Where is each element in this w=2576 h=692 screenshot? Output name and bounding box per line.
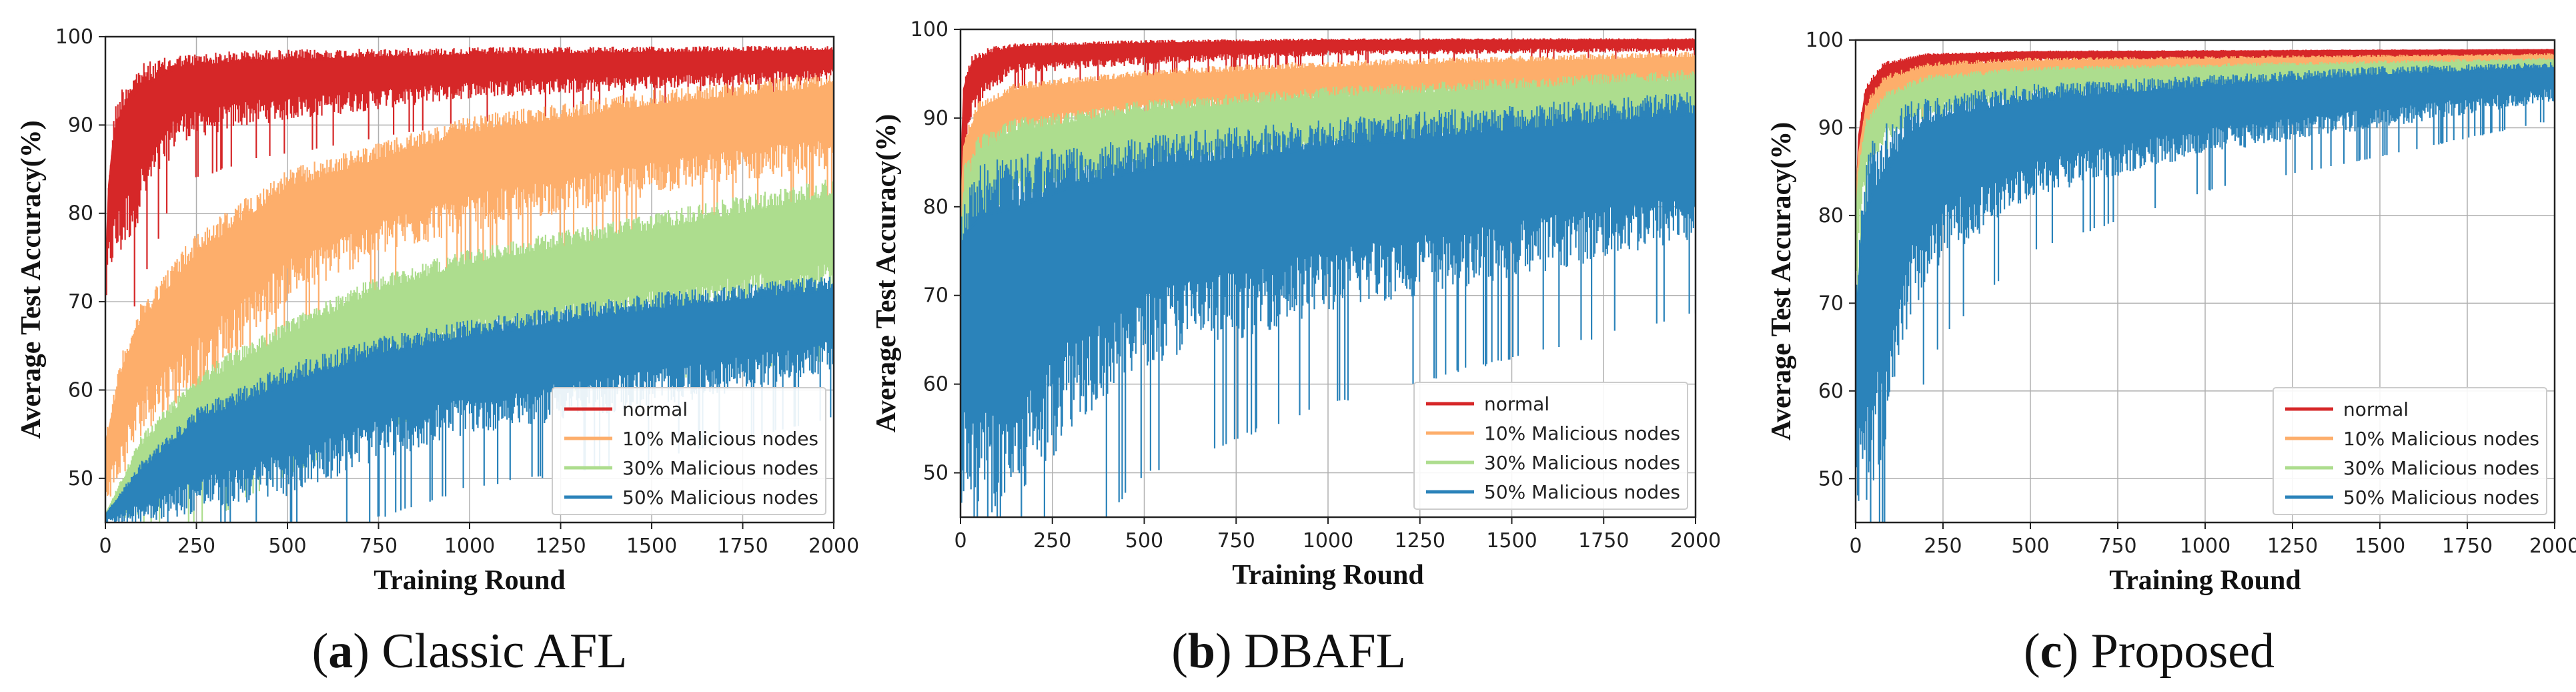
series-line bbox=[960, 79, 1696, 250]
y-tick-label: 50 bbox=[68, 467, 93, 490]
panel-caption: (a) Classic AFL bbox=[312, 624, 628, 679]
legend: normal 10% Malicious nodes 30% Malicious n… bbox=[1413, 382, 1688, 510]
y-axis-label: Average Test Accuracy(%) bbox=[871, 114, 902, 432]
plot-area bbox=[1856, 49, 2555, 523]
legend: normal 10% Malicious nodes 30% Malicious n… bbox=[552, 387, 826, 515]
series-band-normal bbox=[105, 45, 834, 307]
x-tick-label: 1750 bbox=[717, 535, 768, 558]
x-tick-label: 0 bbox=[1849, 535, 1862, 558]
x-tick-label: 1250 bbox=[2267, 535, 2318, 558]
legend: normal 10% Malicious nodes 30% Malicious n… bbox=[2273, 387, 2547, 515]
x-axis-label: Training Round bbox=[1232, 560, 1424, 591]
x-tick-label: 1250 bbox=[1395, 529, 1445, 553]
series-line bbox=[105, 288, 834, 516]
series-line bbox=[105, 49, 834, 284]
legend-entry: 50% Malicious nodes bbox=[622, 486, 818, 508]
x-tick-label: 1500 bbox=[2355, 535, 2405, 558]
x-axis-label: Training Round bbox=[374, 565, 566, 596]
x-tick-label: 0 bbox=[99, 535, 111, 558]
series-line bbox=[1856, 67, 2555, 336]
x-tick-label: 750 bbox=[360, 535, 398, 558]
legend-entry: 10% Malicious nodes bbox=[1484, 422, 1680, 444]
series-line bbox=[960, 113, 1696, 254]
series-band-10pct-malicious bbox=[105, 75, 834, 497]
plot-area bbox=[960, 38, 1696, 517]
y-tick-label: 90 bbox=[1818, 116, 1844, 139]
y-tick-label: 90 bbox=[68, 113, 93, 137]
legend-entry: 30% Malicious nodes bbox=[2343, 457, 2539, 479]
x-tick-label: 1750 bbox=[2442, 535, 2493, 558]
panel-caption: (c) Proposed bbox=[2024, 624, 2275, 679]
plot-area bbox=[105, 45, 834, 523]
x-tick-label: 250 bbox=[177, 535, 215, 558]
series-band-50pct-malicious bbox=[1856, 62, 2555, 523]
x-tick-label: 750 bbox=[2098, 535, 2136, 558]
legend-box bbox=[1413, 382, 1688, 510]
y-tick-label: 70 bbox=[1818, 292, 1844, 315]
y-tick-label: 70 bbox=[68, 290, 93, 314]
x-tick-label: 1000 bbox=[444, 535, 495, 558]
series-band-normal bbox=[960, 38, 1696, 309]
y-tick-label: 70 bbox=[923, 284, 948, 308]
x-tick-label: 1500 bbox=[1486, 529, 1537, 553]
series-line bbox=[960, 39, 1696, 187]
series-line bbox=[1856, 49, 2555, 222]
x-tick-label: 250 bbox=[1033, 529, 1071, 553]
legend-entry: 30% Malicious nodes bbox=[622, 457, 818, 479]
chart-panel-a: 0 250 500 750 1000 1250 1500 1750 2000 50 60 70 80 90… bbox=[16, 25, 859, 679]
legend-entry: 10% Malicious nodes bbox=[2343, 428, 2539, 450]
y-tick-label: 80 bbox=[1818, 204, 1844, 228]
series-line bbox=[105, 196, 834, 516]
legend-entry: normal bbox=[2343, 398, 2409, 420]
x-tick-label: 1000 bbox=[2180, 535, 2230, 558]
panel-caption: (b) DBAFL bbox=[1171, 624, 1406, 679]
series-band-50pct-malicious bbox=[960, 92, 1696, 517]
y-tick-label: 100 bbox=[910, 18, 948, 41]
series-line bbox=[1856, 59, 2555, 229]
legend-entry: 50% Malicious nodes bbox=[1484, 481, 1680, 503]
x-tick-label: 250 bbox=[1924, 535, 1962, 558]
series-line bbox=[105, 85, 834, 445]
legend-entry: 30% Malicious nodes bbox=[1484, 452, 1680, 474]
series-line bbox=[1856, 55, 2555, 208]
y-tick-label: 50 bbox=[1818, 467, 1844, 490]
series-band-normal bbox=[1856, 49, 2555, 258]
legend-entry: 50% Malicious nodes bbox=[2343, 486, 2539, 508]
y-axis-label: Average Test Accuracy(%) bbox=[1766, 122, 1797, 440]
series-line bbox=[960, 56, 1696, 220]
x-tick-label: 1750 bbox=[1578, 529, 1629, 553]
chart-panel-c: 0 250 500 750 1000 1250 1500 1750 2000 50 60 70 80 90… bbox=[1766, 29, 2576, 679]
legend-box bbox=[2273, 387, 2547, 515]
x-tick-label: 1250 bbox=[535, 535, 586, 558]
legend-box bbox=[552, 387, 826, 515]
legend-entry: 10% Malicious nodes bbox=[622, 428, 818, 450]
y-tick-label: 80 bbox=[68, 202, 93, 226]
x-tick-label: 1500 bbox=[626, 535, 677, 558]
y-tick-label: 90 bbox=[923, 107, 948, 130]
x-tick-label: 2000 bbox=[2529, 535, 2576, 558]
legend-entry: normal bbox=[622, 398, 688, 420]
x-axis-label: Training Round bbox=[2109, 565, 2301, 596]
y-axis-label: Average Test Accuracy(%) bbox=[16, 120, 47, 438]
y-tick-label: 100 bbox=[55, 25, 93, 49]
series-band-50pct-malicious bbox=[105, 276, 834, 523]
chart-panel-b: 0 250 500 750 1000 1250 1500 1750 2000 50 60 70 80 90… bbox=[871, 18, 1721, 679]
y-tick-label: 100 bbox=[1806, 29, 1844, 52]
y-tick-label: 50 bbox=[923, 462, 948, 485]
x-tick-label: 750 bbox=[1217, 529, 1255, 553]
x-tick-label: 1000 bbox=[1303, 529, 1353, 553]
x-tick-label: 2000 bbox=[1670, 529, 1721, 553]
legend-entry: normal bbox=[1484, 393, 1549, 415]
x-tick-label: 500 bbox=[268, 535, 306, 558]
x-tick-label: 500 bbox=[1125, 529, 1163, 553]
x-tick-label: 500 bbox=[2011, 535, 2049, 558]
y-tick-label: 60 bbox=[923, 373, 948, 396]
x-tick-label: 0 bbox=[954, 529, 967, 553]
y-tick-label: 60 bbox=[68, 378, 93, 402]
x-tick-label: 2000 bbox=[808, 535, 859, 558]
y-tick-label: 80 bbox=[923, 196, 948, 219]
y-tick-label: 60 bbox=[1818, 380, 1844, 403]
